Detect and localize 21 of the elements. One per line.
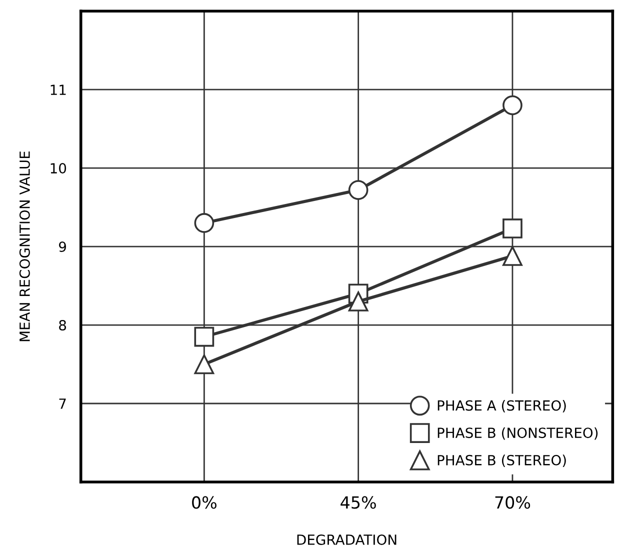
point xyxy=(348,292,368,312)
point xyxy=(502,246,522,266)
y-tick-label: 8 xyxy=(59,320,66,330)
point xyxy=(348,180,368,200)
y-tick-label: 11 xyxy=(50,84,66,95)
x-tick-label: 0% xyxy=(192,496,216,509)
x-axis-title: DEGRADATION xyxy=(297,534,396,545)
legend-label: PHASE B (NONSTEREO) xyxy=(438,427,598,440)
point xyxy=(502,95,522,116)
x-tick-label: 45% xyxy=(340,496,376,509)
point xyxy=(194,213,214,233)
point xyxy=(194,326,214,347)
y-axis-title: MEAN RECOGNITION VALUE xyxy=(19,152,30,342)
point xyxy=(502,218,522,238)
x-tick-label: 70% xyxy=(495,496,530,509)
y-tick-label: 7 xyxy=(59,398,66,409)
y-tick-label: 10 xyxy=(50,163,66,174)
point xyxy=(194,354,214,374)
y-tick-label: 9 xyxy=(59,242,66,252)
legend-label: PHASE B (STEREO) xyxy=(438,454,566,468)
legend-label: PHASE A (STEREO) xyxy=(438,400,566,412)
